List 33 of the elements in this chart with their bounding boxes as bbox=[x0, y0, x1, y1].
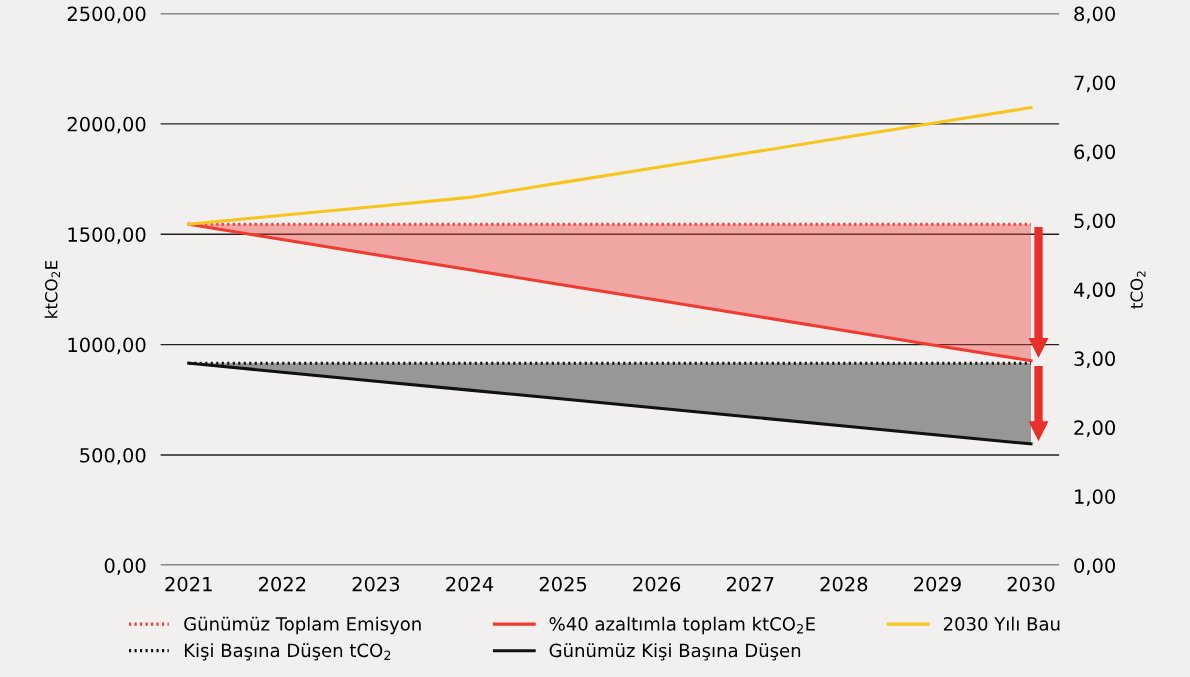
y-tick-label: 1000,00 bbox=[68, 337, 146, 355]
x-tick-label: 2028 bbox=[820, 576, 868, 592]
y2-tick-label: 0,00 bbox=[1074, 558, 1115, 575]
x-tick-label: 2025 bbox=[539, 576, 587, 592]
x-tick-label: 2027 bbox=[726, 576, 774, 592]
y-tick-label: 1500,00 bbox=[68, 227, 146, 244]
line-series bbox=[187, 106, 1033, 226]
y2-tick-label: 8,00 bbox=[1074, 6, 1115, 24]
x-tick-label: 2021 bbox=[165, 576, 212, 592]
y2-tick-label: 2,00 bbox=[1074, 420, 1115, 437]
x-tick-label: 2022 bbox=[259, 576, 306, 592]
legend-label: %40 azaltımla toplam ktCO$_{2}$E bbox=[549, 616, 815, 635]
legend-label: Günümüz Toplam Emisyon bbox=[184, 616, 421, 635]
y-tick-label: 0,00 bbox=[104, 558, 146, 575]
y2-tick-label: 7,00 bbox=[1074, 75, 1115, 93]
x-tick-label: 2024 bbox=[446, 576, 494, 592]
legend-label: Kişi Başına Düşen tCO$_{2}$ bbox=[184, 643, 391, 661]
y2-tick-label: 6,00 bbox=[1074, 144, 1115, 162]
y-tick-label: 500,00 bbox=[80, 447, 146, 465]
y-tick-label: 2500,00 bbox=[67, 6, 146, 24]
y2-tick-label: 1,00 bbox=[1075, 489, 1115, 506]
x-tick-label: 2030 bbox=[1007, 576, 1055, 592]
x-tick-label: 2023 bbox=[352, 576, 400, 592]
x-tick-label: 2029 bbox=[914, 576, 961, 592]
y2-tick-label: 4,00 bbox=[1073, 282, 1115, 300]
y2-tick-label: 3,00 bbox=[1074, 351, 1115, 369]
y-axis-title: ktCO$_{2}$E bbox=[44, 260, 61, 318]
legend-label: Günümüz Kişi Başına Düşen bbox=[549, 643, 801, 661]
y2-tick-label: 5,00 bbox=[1074, 213, 1115, 231]
y2-axis-title: tCO$_{2}$ bbox=[1130, 271, 1146, 309]
x-tick-label: 2026 bbox=[633, 576, 681, 592]
y-tick-label: 2000,00 bbox=[67, 116, 146, 134]
legend-label: 2030 Yılı Bau bbox=[943, 616, 1060, 631]
